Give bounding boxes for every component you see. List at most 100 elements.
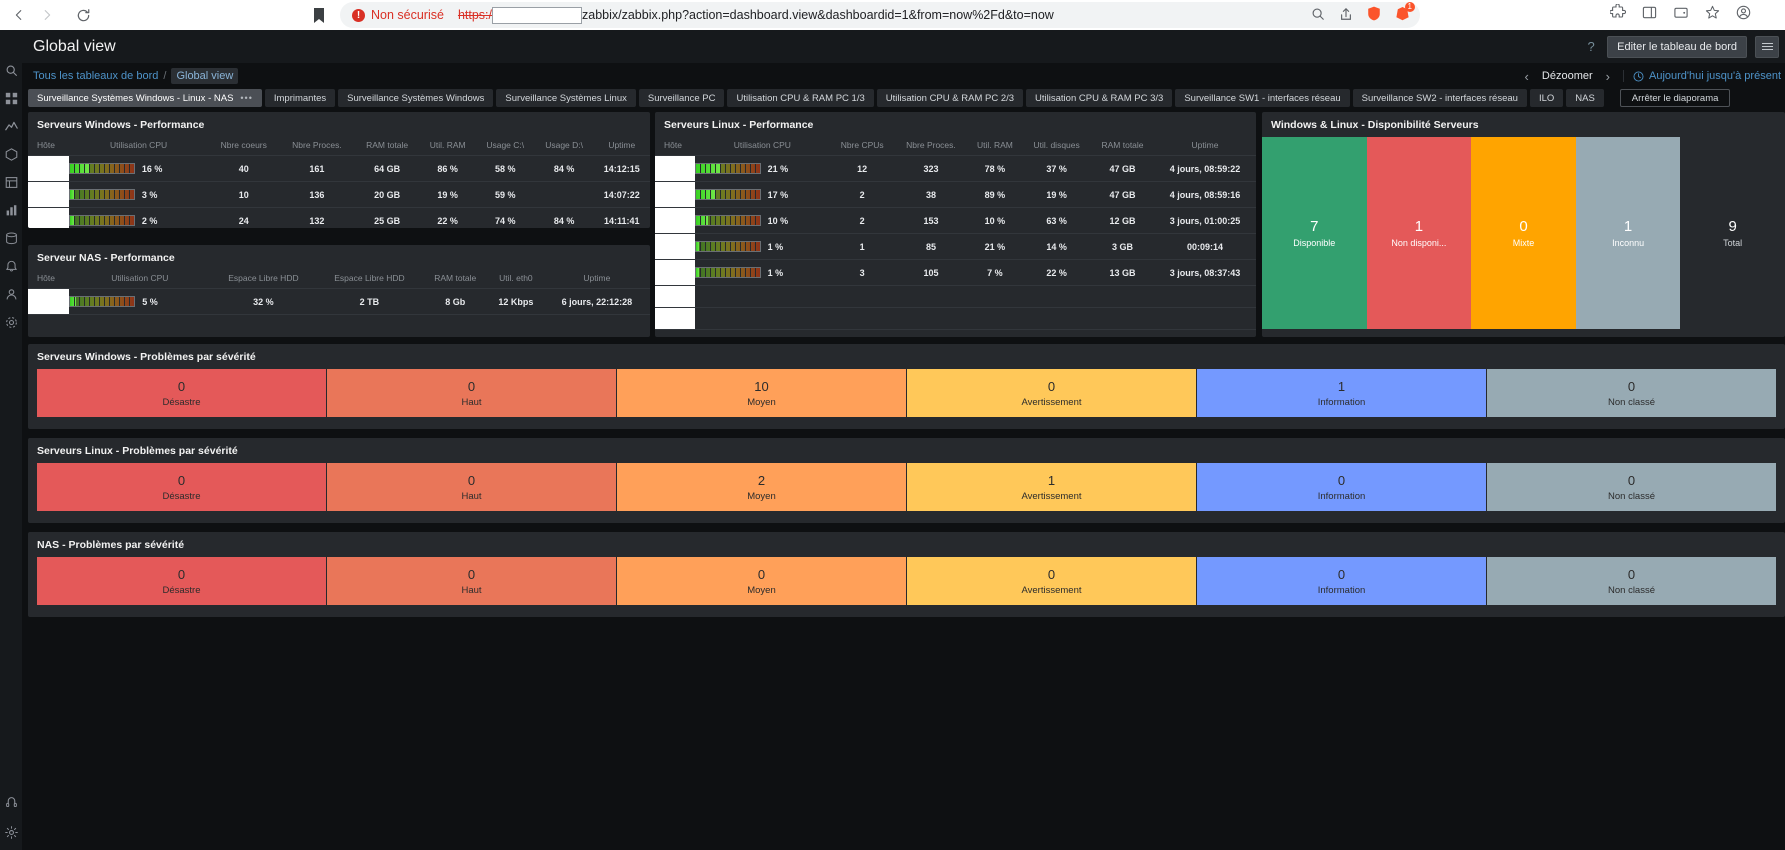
- severity-cell-2[interactable]: 0 Moyen: [617, 557, 906, 605]
- search-zoom-icon[interactable]: [1311, 7, 1325, 24]
- edit-dashboard-button[interactable]: Editer le tableau de bord: [1607, 35, 1747, 58]
- bookmark-icon[interactable]: [310, 6, 328, 24]
- dashboard-tab-2[interactable]: Surveillance Systèmes Windows: [338, 89, 494, 107]
- table-row[interactable]: 21 % 12 323 78 % 37 % 47 GB 4 jours, 08:59:22: [655, 155, 1256, 182]
- stop-slideshow-button[interactable]: Arrêter le diaporama: [1619, 89, 1731, 107]
- host-cell[interactable]: [28, 288, 70, 315]
- dashboard-tab-6[interactable]: Utilisation CPU & RAM PC 2/3: [876, 89, 1024, 107]
- host-cell[interactable]: [655, 259, 695, 286]
- reports-icon[interactable]: [3, 202, 19, 218]
- inventory-icon[interactable]: [3, 174, 19, 190]
- chevron-left-icon[interactable]: ‹: [1524, 68, 1529, 84]
- severity-value: 1: [1337, 378, 1346, 394]
- dashboard-tab-9[interactable]: Surveillance SW2 - interfaces réseau: [1352, 89, 1527, 107]
- monitoring-icon[interactable]: [3, 118, 19, 134]
- back-arrow-icon[interactable]: [6, 2, 32, 28]
- availability-cell-0[interactable]: 7 Disponible: [1262, 137, 1367, 329]
- reload-icon[interactable]: [70, 2, 96, 28]
- dashboard-tab-3[interactable]: Surveillance Systèmes Linux: [496, 89, 636, 107]
- administration-icon[interactable]: [3, 314, 19, 330]
- dashboard-tab-7[interactable]: Utilisation CPU & RAM PC 3/3: [1026, 89, 1173, 107]
- cell-cpus: 1: [830, 233, 895, 260]
- breadcrumb-all-dashboards[interactable]: Tous les tableaux de bord: [33, 70, 159, 82]
- host-cell[interactable]: [28, 207, 69, 228]
- extensions-icon[interactable]: [1609, 3, 1627, 25]
- severity-cell-0[interactable]: 0 Désastre: [37, 557, 326, 605]
- profile-icon[interactable]: [1736, 5, 1751, 25]
- table-row[interactable]: 10 % 2 153 10 % 63 % 12 GB 3 jours, 01:00:25: [655, 207, 1256, 234]
- severity-label: Non classé: [1608, 490, 1655, 502]
- alerts-icon[interactable]: [3, 258, 19, 274]
- table-row[interactable]: 2 % 24 132 25 GB 22 % 74 % 84 % 14:11:41: [28, 207, 650, 228]
- host-cell[interactable]: [28, 155, 69, 182]
- host-cell[interactable]: [655, 233, 695, 260]
- table-row[interactable]: 17 % 2 38 89 % 19 % 47 GB 4 jours, 08:59:16: [655, 181, 1256, 208]
- severity-cell-3[interactable]: 0 Avertissement: [907, 557, 1196, 605]
- forward-arrow-icon[interactable]: [34, 2, 60, 28]
- dashboards-icon[interactable]: [3, 90, 19, 106]
- column-header: Hôte: [655, 137, 695, 156]
- host-cell[interactable]: [655, 181, 695, 208]
- host-cell[interactable]: [28, 181, 69, 208]
- hamburger-menu-icon[interactable]: [1755, 35, 1779, 58]
- availability-cell-2[interactable]: 0 Mixte: [1471, 137, 1576, 329]
- zoom-out-button[interactable]: Dézoomer: [1541, 70, 1593, 82]
- severity-cell-2[interactable]: 10 Moyen: [617, 369, 906, 417]
- availability-cell-1[interactable]: 1 Non disponi...: [1366, 137, 1472, 329]
- address-bar[interactable]: ! Non sécurisé https:/ zabbix/zabbix.php…: [340, 2, 1420, 28]
- severity-value: 0: [177, 566, 186, 582]
- share-icon[interactable]: [1339, 7, 1353, 24]
- linux-perf-table: Hôte Utilisation CPU Nbre CPUs Nbre Proces.…: [655, 137, 1256, 330]
- severity-cell-5[interactable]: 0 Non classé: [1487, 369, 1776, 417]
- severity-cell-0[interactable]: 0 Désastre: [37, 463, 326, 511]
- services-icon[interactable]: [3, 146, 19, 162]
- brave-lion-icon[interactable]: 1: [1395, 2, 1415, 24]
- data-collection-icon[interactable]: [3, 230, 19, 246]
- cpu-gauge-bar: [69, 296, 136, 307]
- settings-icon[interactable]: [3, 824, 19, 840]
- severity-cell-3[interactable]: 1 Avertissement: [907, 463, 1196, 511]
- cell-cores: 10: [208, 181, 280, 208]
- chevron-right-icon[interactable]: ›: [1605, 68, 1610, 84]
- time-range-selector[interactable]: Aujourd'hui jusqu'à présent: [1622, 70, 1781, 82]
- dashboard-tab-5[interactable]: Utilisation CPU & RAM PC 1/3: [727, 89, 874, 107]
- dashboard-tab-8[interactable]: Surveillance SW1 - interfaces réseau: [1175, 89, 1350, 107]
- dashboard-tab-4[interactable]: Surveillance PC: [638, 89, 725, 107]
- cell-procs: 105: [894, 259, 968, 286]
- table-row[interactable]: 5 % 32 % 2 TB 8 Gb 12 Kbps 6 jours, 22:12:28: [28, 288, 650, 315]
- dashboard-tab-1[interactable]: Imprimantes: [264, 89, 336, 107]
- dashboard-tab-strip: Surveillance Systèmes Windows - Linux - …: [28, 89, 1785, 107]
- severity-cell-1[interactable]: 0 Haut: [327, 369, 616, 417]
- widget-title: Serveurs Windows - Performance: [37, 119, 205, 131]
- sidepanel-icon[interactable]: [1642, 5, 1657, 25]
- wallet-icon[interactable]: [1673, 5, 1689, 25]
- support-icon[interactable]: [3, 794, 19, 810]
- table-row[interactable]: 3 % 10 136 20 GB 19 % 59 % 14:07:22: [28, 181, 650, 208]
- dashboard-tab-0[interactable]: Surveillance Systèmes Windows - Linux - …: [28, 89, 262, 107]
- availability-cell-4[interactable]: 9 Total: [1680, 137, 1785, 329]
- severity-cell-4[interactable]: 1 Information: [1197, 369, 1486, 417]
- severity-cell-1[interactable]: 0 Haut: [327, 463, 616, 511]
- dashboard-tab-10[interactable]: ILO: [1529, 89, 1564, 107]
- table-row[interactable]: 1 % 3 105 7 % 22 % 13 GB 3 jours, 08:37:43: [655, 259, 1256, 286]
- tab-kebab-icon[interactable]: •••: [240, 93, 253, 103]
- severity-cell-0[interactable]: 0 Désastre: [37, 369, 326, 417]
- severity-cell-5[interactable]: 0 Non classé: [1487, 463, 1776, 511]
- brave-shield-icon[interactable]: [1367, 6, 1381, 24]
- severity-cell-2[interactable]: 2 Moyen: [617, 463, 906, 511]
- table-row[interactable]: 1 % 1 85 21 % 14 % 3 GB 00:09:14: [655, 233, 1256, 260]
- rewards-icon[interactable]: [1705, 5, 1720, 25]
- severity-cell-4[interactable]: 0 Information: [1197, 557, 1486, 605]
- users-icon[interactable]: [3, 286, 19, 302]
- severity-cell-1[interactable]: 0 Haut: [327, 557, 616, 605]
- search-icon[interactable]: [3, 62, 19, 78]
- table-row[interactable]: 16 % 40 161 64 GB 86 % 58 % 84 % 14:12:15: [28, 155, 650, 182]
- dashboard-tab-11[interactable]: NAS: [1566, 89, 1604, 107]
- help-icon[interactable]: ?: [1587, 39, 1595, 54]
- host-cell[interactable]: [655, 155, 695, 182]
- host-cell[interactable]: [655, 207, 695, 234]
- severity-cell-4[interactable]: 0 Information: [1197, 463, 1486, 511]
- availability-cell-3[interactable]: 1 Inconnu: [1575, 137, 1681, 329]
- severity-cell-3[interactable]: 0 Avertissement: [907, 369, 1196, 417]
- severity-cell-5[interactable]: 0 Non classé: [1487, 557, 1776, 605]
